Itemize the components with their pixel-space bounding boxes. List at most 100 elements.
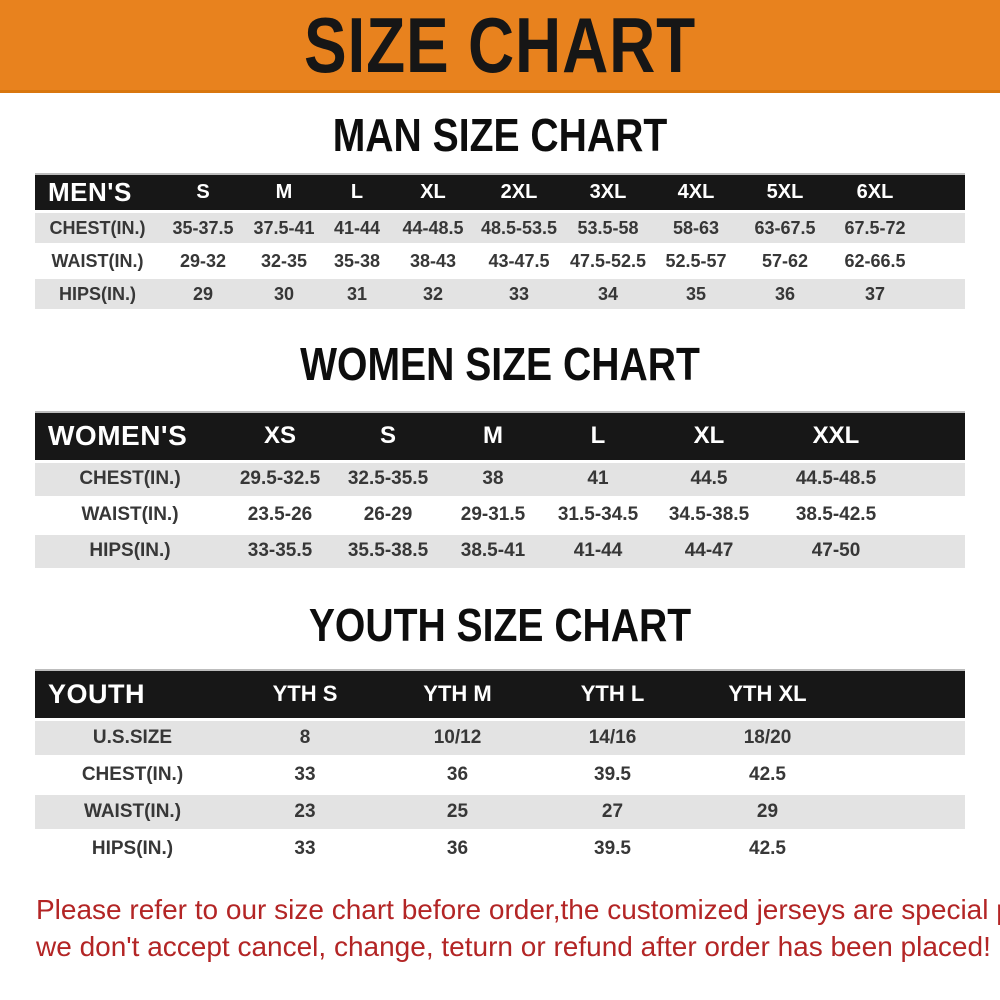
table-cell: 52.5-57: [652, 246, 740, 280]
filler-cell: [845, 831, 965, 869]
table-cell: 43-47.5: [474, 246, 564, 280]
table-cell: 29-31.5: [441, 498, 545, 535]
disclaimer-line-2: we don't accept cancel, change, teturn o…: [36, 931, 991, 963]
column-header: M: [246, 173, 322, 214]
column-header: XL: [651, 410, 767, 463]
column-header: XL: [392, 173, 474, 214]
table-row: HIPS(IN.) 29 30 31 32 33 34 35 36 37: [35, 279, 965, 313]
filler-cell: [920, 246, 965, 280]
column-header: L: [545, 410, 651, 463]
table-cell: 44.5: [651, 462, 767, 499]
table-cell: 33: [474, 279, 564, 313]
table-cell: 41-44: [545, 534, 651, 571]
row-label: HIPS(IN.): [35, 534, 225, 571]
table-cell: 48.5-53.5: [474, 213, 564, 247]
youth-size-section: YOUTH SIZE CHART YOUTH YTH S YTH M YTH L YTH…: [0, 600, 1000, 869]
column-header: L: [322, 173, 392, 214]
table-row: CHEST(IN.) 29.5-32.5 32.5-35.5 38 41 44.5 44.5…: [35, 462, 965, 499]
table-cell: 18/20: [690, 720, 845, 758]
table-cell: 38: [441, 462, 545, 499]
filler-cell: [905, 462, 965, 499]
row-label: WAIST(IN.): [35, 794, 230, 832]
table-cell: 32.5-35.5: [335, 462, 441, 499]
table-cell: 41: [545, 462, 651, 499]
table-header-row: YOUTH YTH S YTH M YTH L YTH XL: [35, 668, 965, 721]
column-header: YTH L: [535, 668, 690, 721]
column-header: 2XL: [474, 173, 564, 214]
filler-cell: [845, 794, 965, 832]
table-cell: 42.5: [690, 831, 845, 869]
table-cell: 41-44: [322, 213, 392, 247]
row-label: U.S.SIZE: [35, 720, 230, 758]
table-cell: 33: [230, 757, 380, 795]
table-header-row: MEN'S S M L XL 2XL 3XL 4XL 5XL 6XL: [35, 173, 965, 214]
women-size-chart-heading: WOMEN SIZE CHART: [300, 338, 700, 391]
table-cell: 35-37.5: [160, 213, 246, 247]
filler-cell: [845, 720, 965, 758]
table-cell: 29-32: [160, 246, 246, 280]
disclaimer-line-1: Please refer to our size chart before or…: [36, 893, 1000, 925]
column-header: 3XL: [564, 173, 652, 214]
women-size-table: WOMEN'S XS S M L XL XXL CHEST(IN.) 29.5-32.5 32.5…: [35, 410, 965, 571]
table-cell: 38-43: [392, 246, 474, 280]
table-cell: 36: [380, 757, 535, 795]
column-header: YTH M: [380, 668, 535, 721]
column-header: S: [335, 410, 441, 463]
table-cell: 67.5-72: [830, 213, 920, 247]
table-cell: 14/16: [535, 720, 690, 758]
page-title: SIZE CHART: [304, 1, 696, 89]
column-header: YTH S: [230, 668, 380, 721]
table-cell: 32: [392, 279, 474, 313]
table-cell: 10/12: [380, 720, 535, 758]
table-cell: 53.5-58: [564, 213, 652, 247]
table-cell: 57-62: [740, 246, 830, 280]
table-cell: 29: [690, 794, 845, 832]
table-cell: 8: [230, 720, 380, 758]
table-cell: 47.5-52.5: [564, 246, 652, 280]
row-label: HIPS(IN.): [35, 831, 230, 869]
women-size-section: WOMEN SIZE CHART WOMEN'S XS S M L XL XXL CHEST(…: [0, 338, 1000, 571]
table-row: WAIST(IN.) 23 25 27 29: [35, 794, 965, 832]
table-cell: 47-50: [767, 534, 905, 571]
row-label: CHEST(IN.): [35, 462, 225, 499]
table-cell: 37: [830, 279, 920, 313]
table-row: HIPS(IN.) 33-35.5 35.5-38.5 38.5-41 41-44 44-…: [35, 534, 965, 571]
row-label: CHEST(IN.): [35, 757, 230, 795]
table-cell: 38.5-41: [441, 534, 545, 571]
table-cell: 63-67.5: [740, 213, 830, 247]
filler-cell: [920, 213, 965, 247]
row-label: WAIST(IN.): [35, 498, 225, 535]
column-header: 6XL: [830, 173, 920, 214]
table-cell: 25: [380, 794, 535, 832]
table-cell: 39.5: [535, 757, 690, 795]
table-cell: 35-38: [322, 246, 392, 280]
table-cell: 58-63: [652, 213, 740, 247]
row-label: WAIST(IN.): [35, 246, 160, 280]
column-header: YTH XL: [690, 668, 845, 721]
table-row: HIPS(IN.) 33 36 39.5 42.5: [35, 831, 965, 869]
table-cell: 33-35.5: [225, 534, 335, 571]
size-chart-banner: SIZE CHART: [0, 0, 1000, 93]
table-cell: 36: [380, 831, 535, 869]
row-label: HIPS(IN.): [35, 279, 160, 313]
table-cell: 32-35: [246, 246, 322, 280]
filler-cell: [905, 498, 965, 535]
man-size-section: MAN SIZE CHART MEN'S S M L XL 2XL 3XL 4XL 5XL 6XL…: [0, 111, 1000, 313]
column-header: M: [441, 410, 545, 463]
filler-cell: [845, 668, 965, 721]
table-cell: 29.5-32.5: [225, 462, 335, 499]
table-cell: 35.5-38.5: [335, 534, 441, 571]
filler-cell: [905, 410, 965, 463]
column-header: S: [160, 173, 246, 214]
table-cell: 37.5-41: [246, 213, 322, 247]
table-cell: 23: [230, 794, 380, 832]
table-cell: 44-48.5: [392, 213, 474, 247]
filler-cell: [905, 534, 965, 571]
table-cell: 44.5-48.5: [767, 462, 905, 499]
table-cell: 38.5-42.5: [767, 498, 905, 535]
table-cell: 39.5: [535, 831, 690, 869]
table-cell: 35: [652, 279, 740, 313]
table-corner-label: MEN'S: [35, 173, 160, 214]
filler-cell: [920, 173, 965, 214]
table-cell: 29: [160, 279, 246, 313]
